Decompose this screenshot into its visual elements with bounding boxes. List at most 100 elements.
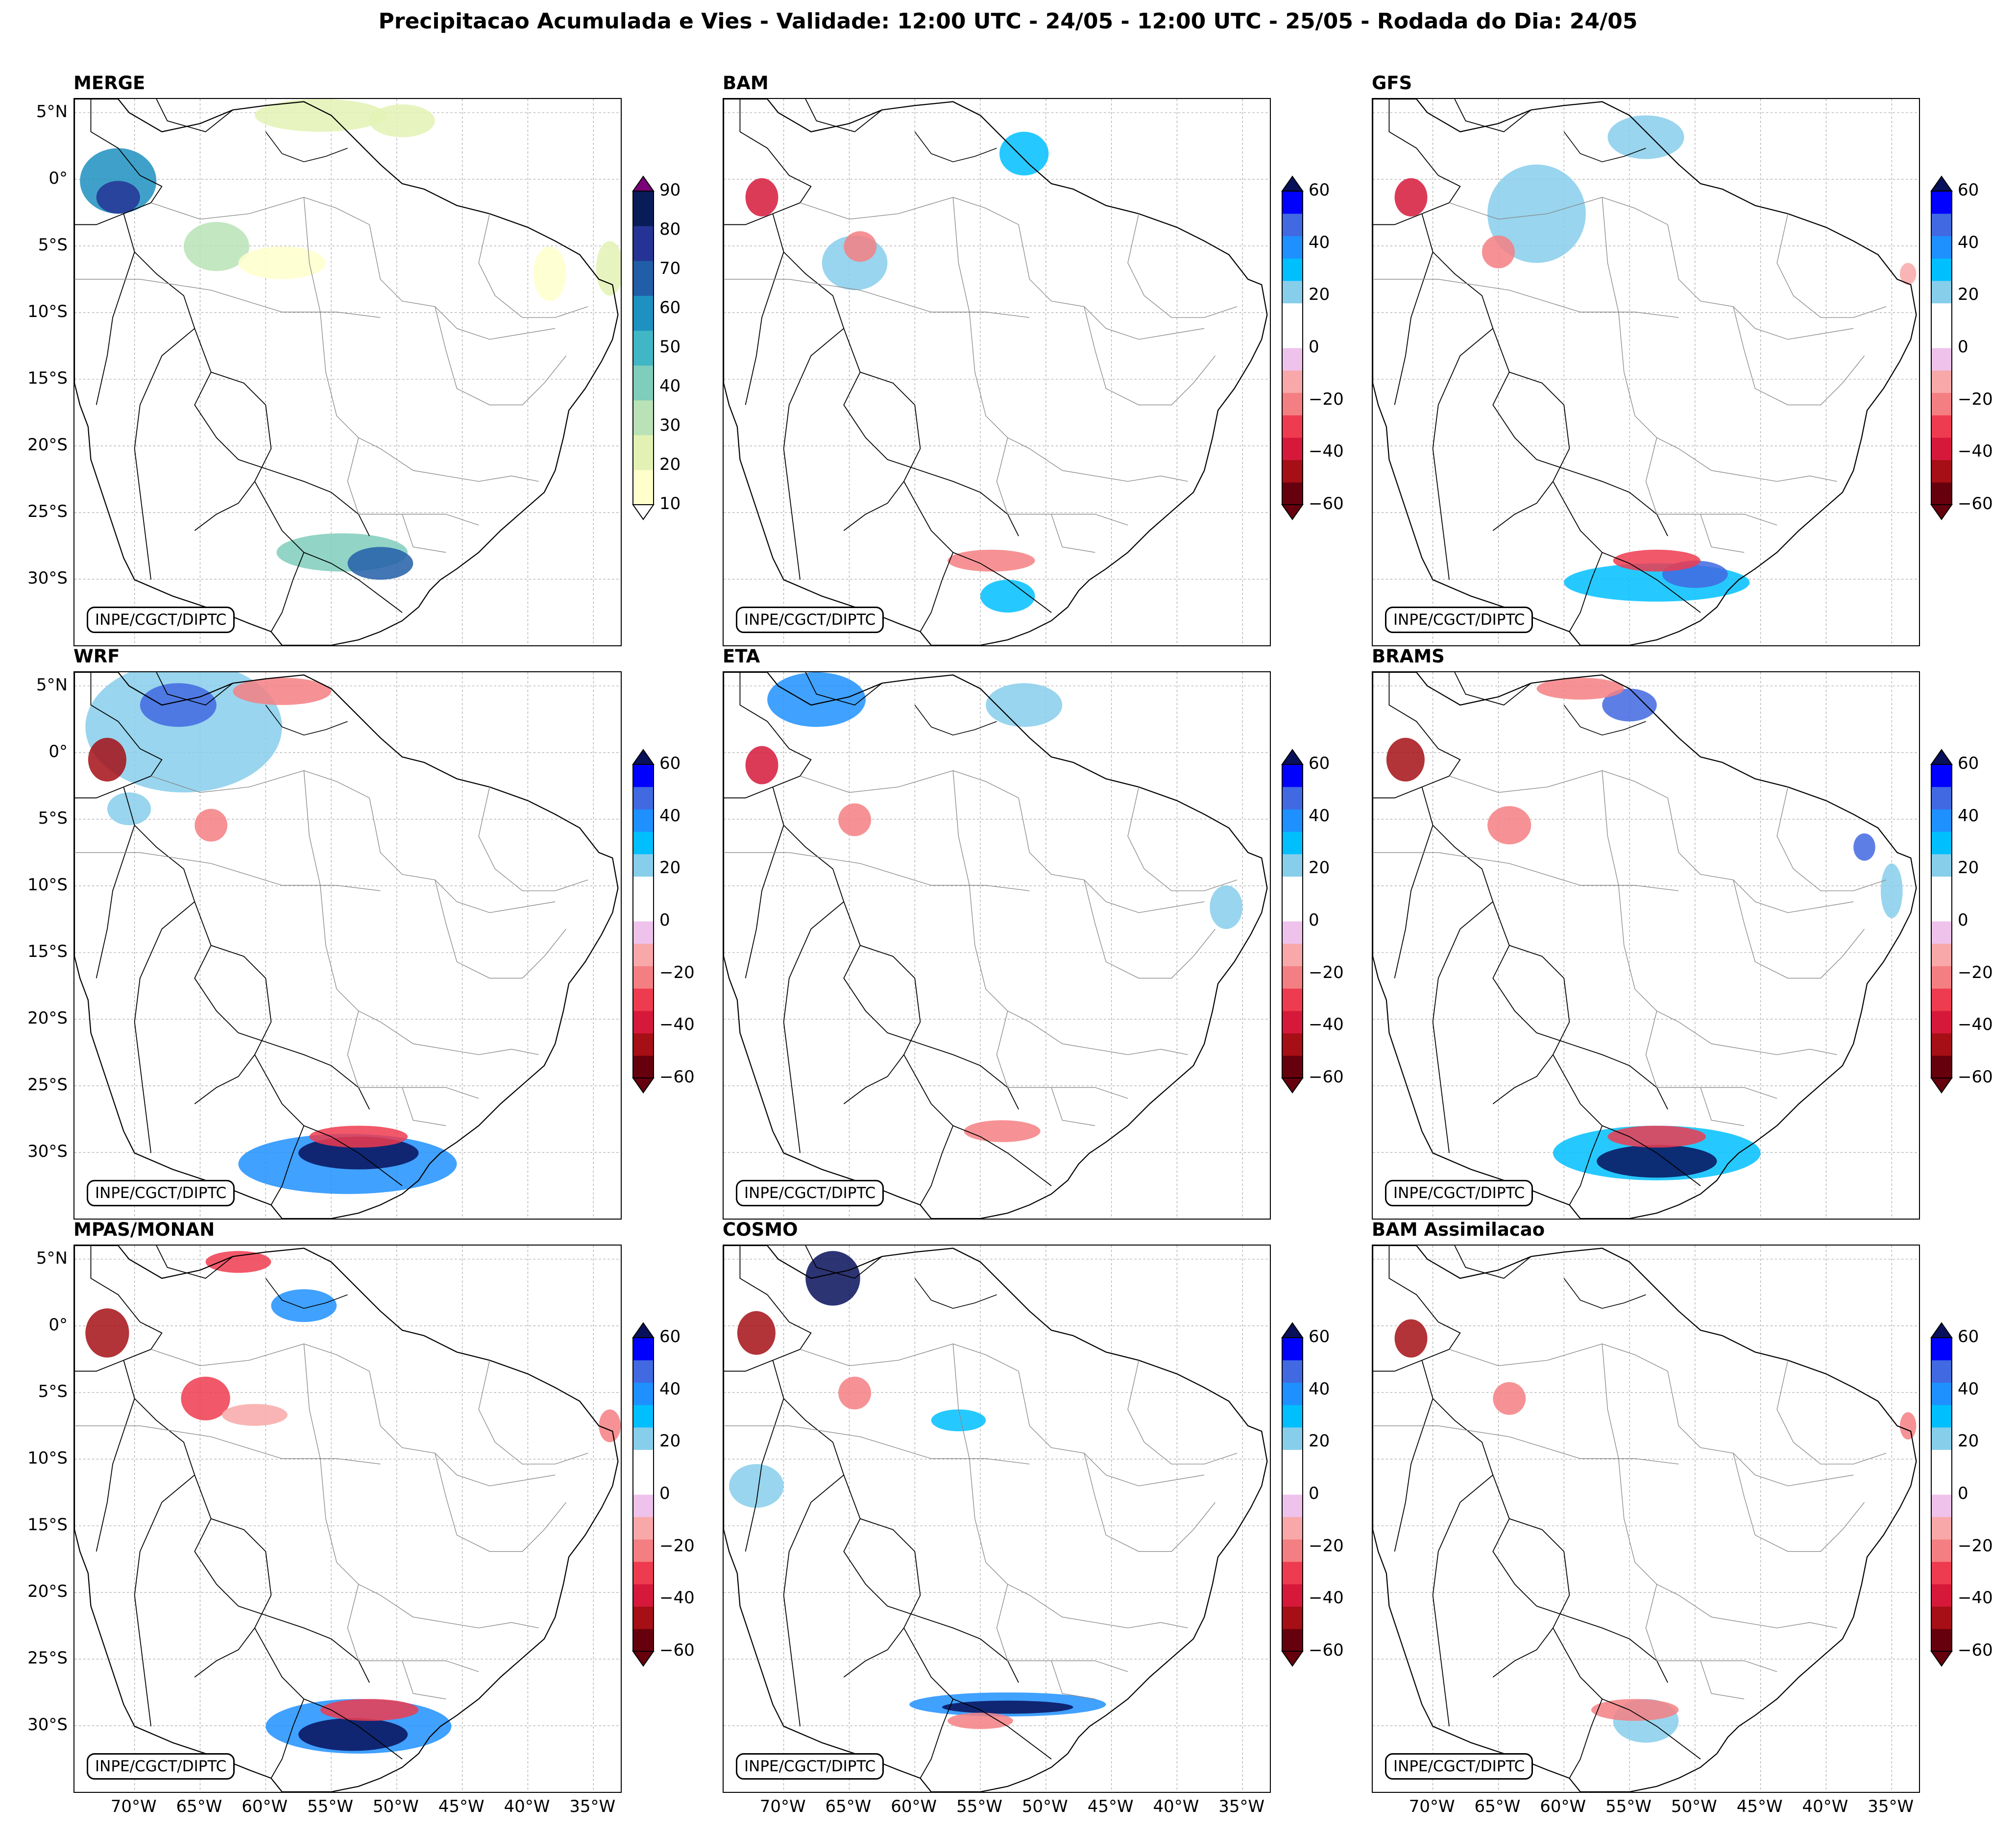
lon-tick-label: 60°W — [1540, 1797, 1586, 1816]
colorbar-swatch — [1931, 1472, 1952, 1495]
credit-label: INPE/CGCT/DIPTC — [87, 1753, 235, 1780]
colorbar-tick-label: −40 — [659, 1015, 695, 1035]
map-canvas — [74, 1246, 621, 1792]
colorbar-tick-label: 40 — [1958, 1379, 1979, 1399]
colorbar-tick-label: 40 — [659, 806, 681, 826]
colorbar-border — [1931, 191, 1952, 505]
colorbar-swatch — [1282, 943, 1303, 966]
colorbar-swatch — [1282, 921, 1303, 944]
colorbar-extend-max — [632, 749, 655, 765]
colorbar-swatch — [1931, 303, 1952, 326]
colorbar-swatch — [633, 330, 654, 366]
colorbar-swatch — [1931, 258, 1952, 281]
colorbar-swatch — [1282, 1494, 1303, 1517]
colorbar-swatch — [1282, 786, 1303, 809]
precip-patch-4 — [1591, 1699, 1679, 1721]
colorbar-swatch — [633, 943, 654, 966]
colorbar-swatch — [1282, 854, 1303, 877]
colorbar-tick-label: 10 — [659, 494, 681, 514]
precip-patch-6 — [205, 1251, 271, 1273]
colorbar-extend-min — [632, 1077, 655, 1094]
precip-patch-1 — [1597, 1145, 1717, 1178]
colorbar-swatch — [1282, 1360, 1303, 1383]
colorbar-swatch — [1282, 280, 1303, 304]
lon-tick-label: 50°W — [1671, 1797, 1717, 1816]
precip-patch-7 — [1880, 863, 1903, 918]
colorbar-swatch — [633, 365, 654, 401]
colorbar-swatch — [633, 400, 654, 436]
colorbar-extend-max — [1281, 1322, 1304, 1338]
colorbar-tick-label: 40 — [659, 1379, 681, 1399]
lat-tick-label: 5°N — [36, 675, 68, 695]
colorbar-swatch — [1931, 1539, 1952, 1562]
colorbar-tick-label: −40 — [659, 1588, 695, 1608]
colorbar-tick-label: 40 — [1309, 1379, 1330, 1399]
lat-tick-label: 5°N — [36, 101, 68, 122]
colorbar-swatch — [1282, 1449, 1303, 1472]
precip-patch-8 — [233, 678, 332, 705]
colorbar-tick-label: 40 — [659, 376, 681, 396]
colorbar-swatch — [633, 1562, 654, 1585]
precip-patch-4 — [947, 1712, 1013, 1729]
colorbar-mpas — [632, 1322, 655, 1667]
map-canvas — [74, 99, 621, 645]
map-panel-gfs: INPE/CGCT/DIPTC — [1372, 98, 1920, 646]
colorbar-swatch — [633, 1338, 654, 1361]
precip-patch-0 — [85, 672, 282, 793]
colorbar-extend-max — [632, 1322, 655, 1338]
colorbar-swatch — [1931, 325, 1952, 348]
colorbar-extend-min — [1281, 1651, 1304, 1667]
precip-patch-7 — [1899, 1412, 1917, 1440]
colorbar-swatch — [1282, 482, 1303, 505]
colorbar-swatch — [1931, 1360, 1952, 1383]
colorbar-extend-min — [1930, 504, 1953, 520]
colorbar-tick-label: 80 — [659, 220, 681, 239]
colorbar-swatch — [633, 899, 654, 922]
colorbar-extend-min — [1930, 1077, 1953, 1094]
lon-tick-label: 65°W — [176, 1797, 222, 1816]
map-canvas — [1373, 672, 1919, 1219]
colorbar-swatch — [1931, 786, 1952, 809]
colorbar-swatch — [1931, 854, 1952, 877]
lon-tick-label: 55°W — [1605, 1797, 1652, 1816]
colorbar-extend-max — [1281, 175, 1304, 192]
colorbar-swatch — [1931, 1405, 1952, 1428]
colorbar-swatch — [1931, 482, 1952, 505]
colorbar-tick-label: 20 — [1958, 858, 1979, 878]
lon-tick-label: 70°W — [759, 1797, 806, 1816]
colorbar-swatch — [1931, 943, 1952, 966]
colorbar-merge — [632, 175, 655, 520]
panel-title-brams: BRAMS — [1372, 646, 1445, 667]
colorbar-swatch — [1282, 1472, 1303, 1495]
colorbar-swatch — [1931, 1033, 1952, 1056]
map-panel-brams: INPE/CGCT/DIPTC — [1372, 671, 1920, 1220]
colorbar-swatch — [1931, 370, 1952, 393]
panel-title-bam: BAM — [723, 73, 769, 94]
colorbar-swatch — [1282, 236, 1303, 259]
colorbar-swatch — [1931, 1562, 1952, 1585]
credit-label: INPE/CGCT/DIPTC — [1385, 1180, 1533, 1206]
colorbar-swatch — [633, 1606, 654, 1629]
precip-patch-3 — [964, 1120, 1041, 1142]
colorbar-tick-label: −60 — [1958, 1067, 1993, 1087]
precip-patch-8 — [222, 1404, 288, 1426]
colorbar-swatch — [633, 966, 654, 989]
precip-patch-3 — [369, 104, 435, 138]
colorbar-tick-label: 20 — [659, 1431, 681, 1451]
precip-patch-7 — [844, 231, 877, 262]
lon-tick-label: 70°W — [1409, 1797, 1455, 1816]
precip-patch-6 — [96, 181, 140, 214]
precip-patch-5 — [194, 808, 228, 842]
colorbar-swatch — [1282, 1562, 1303, 1585]
colorbar-swatch — [1931, 764, 1952, 787]
precip-patch-3 — [181, 1376, 230, 1420]
precip-patch-6 — [947, 549, 1035, 572]
precip-patch-8 — [745, 178, 778, 217]
colorbar-tick-label: 20 — [1958, 285, 1979, 305]
colorbar-tick-label: −60 — [1309, 1640, 1344, 1660]
colorbar-swatch — [1931, 1382, 1952, 1405]
credit-label: INPE/CGCT/DIPTC — [736, 607, 884, 633]
lon-tick-label: 55°W — [956, 1797, 1002, 1816]
colorbar-gfs — [1930, 175, 1953, 520]
colorbar-swatch — [633, 1405, 654, 1428]
